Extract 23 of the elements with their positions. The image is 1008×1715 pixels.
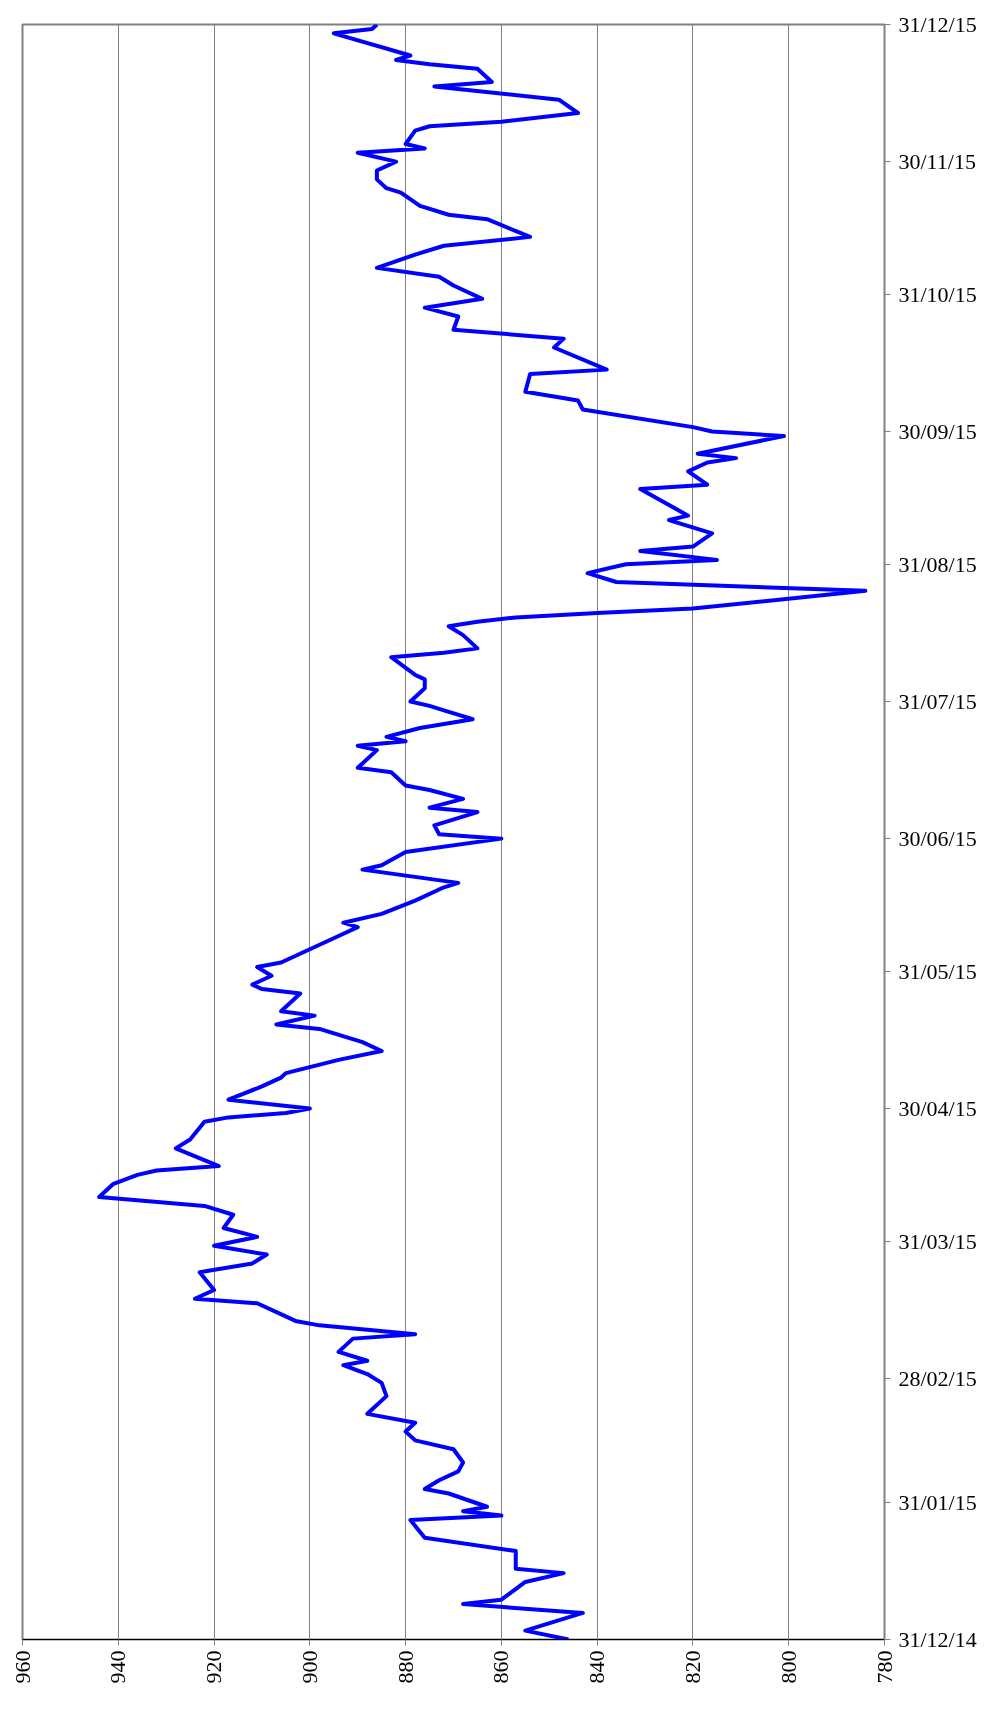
- y-tick-label: 31/05/15: [898, 958, 977, 984]
- y-tick-label: 31/03/15: [898, 1228, 977, 1254]
- y-tick-label: 28/02/15: [898, 1365, 977, 1391]
- y-tick-label: 31/12/15: [898, 12, 977, 37]
- y-tick-label: 31/08/15: [898, 551, 977, 577]
- x-tick-label: 880: [392, 1650, 418, 1684]
- x-tick-label: 780: [871, 1650, 897, 1684]
- y-tick-label: 30/11/15: [898, 149, 976, 175]
- y-tick-label: 31/07/15: [898, 688, 977, 714]
- y-tick-label: 31/10/15: [898, 281, 977, 307]
- y-tick-label: 30/06/15: [898, 826, 977, 852]
- x-tick-label: 820: [679, 1650, 705, 1684]
- x-tick-label: 940: [105, 1650, 131, 1684]
- x-tick-label: 960: [9, 1650, 35, 1684]
- y-tick-label: 31/12/14: [898, 1627, 977, 1652]
- x-tick-label: 900: [296, 1650, 322, 1684]
- y-tick-label: 30/04/15: [898, 1096, 977, 1122]
- x-tick-label: 800: [775, 1650, 801, 1684]
- x-tick-label: 920: [201, 1650, 227, 1684]
- y-tick-label: 30/09/15: [898, 419, 977, 445]
- x-tick-label: 840: [584, 1650, 610, 1684]
- x-tick-label: 860: [488, 1650, 514, 1684]
- y-tick-label: 31/01/15: [898, 1489, 977, 1515]
